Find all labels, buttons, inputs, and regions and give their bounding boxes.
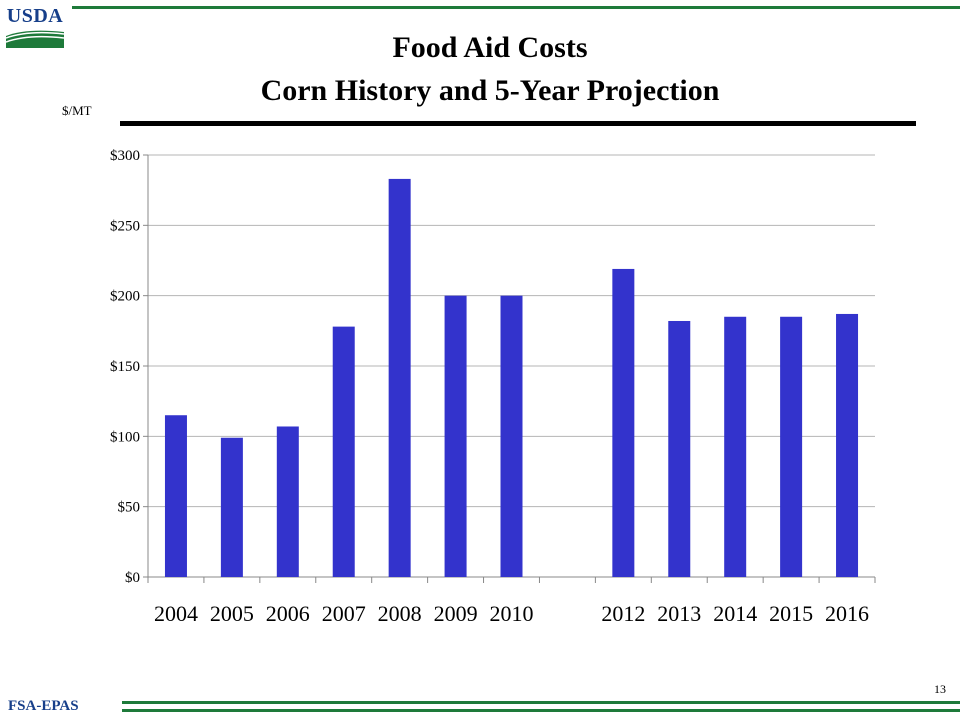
slide-title-line1: Food Aid Costs	[392, 31, 588, 64]
bar	[388, 178, 411, 577]
x-tick-label: 2013	[657, 601, 701, 626]
x-tick-label: 2012	[601, 601, 645, 626]
y-tick-label: $250	[110, 218, 140, 234]
page-number: 13	[934, 682, 946, 696]
x-tick-label: 2008	[378, 601, 422, 626]
footer-green-rule-top	[122, 701, 960, 704]
x-tick-label: 2010	[490, 601, 534, 626]
x-tick-label: 2014	[713, 601, 757, 626]
slide-title-line2: Corn History and 5-Year Projection	[260, 74, 720, 107]
bar	[164, 415, 187, 577]
footer-green-rule-bottom	[122, 709, 960, 712]
bar	[780, 316, 803, 577]
y-tick-label: $50	[118, 500, 141, 516]
footer-label: FSA-EPAS	[8, 698, 79, 714]
y-tick-label: $150	[110, 359, 140, 375]
bar	[724, 316, 747, 577]
title-underline-rule	[120, 121, 916, 126]
bar	[220, 437, 243, 577]
usda-logo-text: USDA	[6, 5, 64, 27]
y-axis-unit-label: $/MT	[62, 103, 92, 118]
y-tick-label: $100	[110, 429, 140, 445]
x-tick-label: 2009	[434, 601, 478, 626]
usda-logo: USDA	[4, 6, 66, 50]
y-tick-label: $300	[110, 148, 140, 164]
x-tick-label: 2004	[154, 601, 198, 626]
bar	[668, 320, 691, 577]
x-tick-label: 2006	[266, 601, 310, 626]
bar	[836, 313, 859, 577]
bar	[332, 326, 355, 577]
y-tick-label: $200	[110, 289, 140, 305]
x-tick-label: 2007	[322, 601, 366, 626]
bar	[276, 426, 299, 577]
bar	[612, 268, 635, 577]
x-tick-label: 2015	[769, 601, 813, 626]
top-green-rule	[72, 6, 960, 9]
x-tick-label: 2016	[825, 601, 869, 626]
usda-logo-field-icon	[6, 30, 64, 48]
bar	[444, 295, 467, 577]
x-tick-label: 2005	[210, 601, 254, 626]
bar	[500, 295, 523, 577]
y-tick-label: $0	[125, 570, 140, 586]
